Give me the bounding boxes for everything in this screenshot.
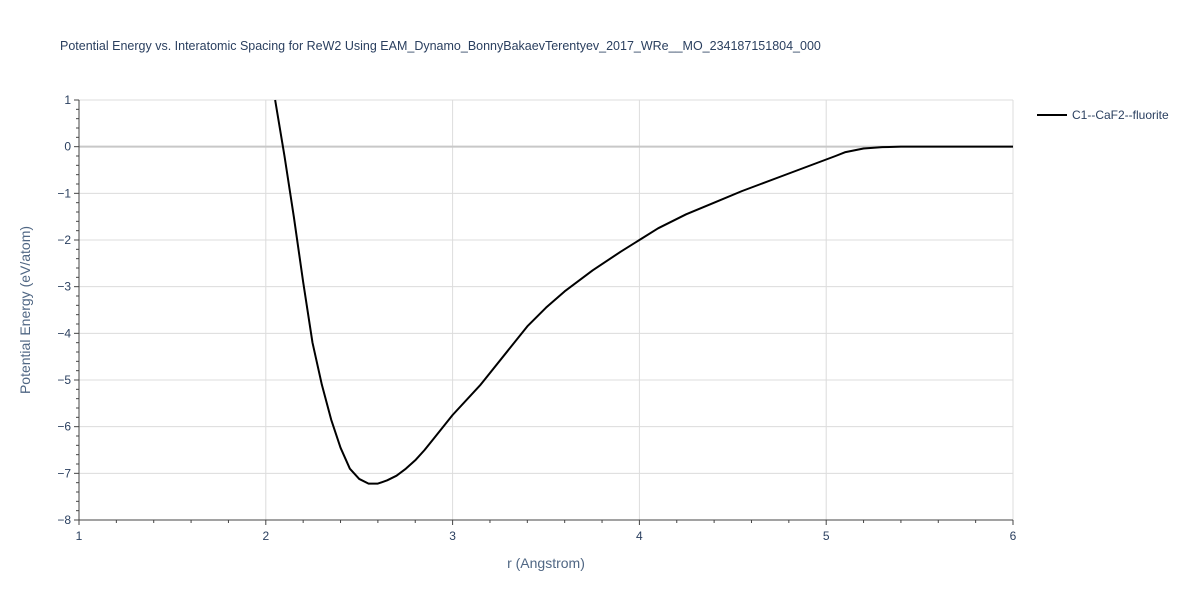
y-tick-label: −1 <box>57 186 71 200</box>
chart-title: Potential Energy vs. Interatomic Spacing… <box>60 39 821 53</box>
legend-entry-label: C1--CaF2--fluorite <box>1072 108 1169 122</box>
x-tick-label: 3 <box>449 529 456 543</box>
x-tick-label: 4 <box>636 529 643 543</box>
x-tick-label: 6 <box>1010 529 1017 543</box>
x-tick-label: 5 <box>823 529 830 543</box>
y-tick-label: −2 <box>57 233 71 247</box>
x-axis-title: r (Angstrom) <box>507 555 585 571</box>
y-tick-label: −4 <box>57 326 71 340</box>
y-tick-label: −5 <box>57 373 71 387</box>
y-tick-label: 1 <box>64 93 71 107</box>
y-axis-title: Potential Energy (eV/atom) <box>17 226 33 394</box>
y-tick-label: −6 <box>57 420 71 434</box>
series-layer <box>274 99 1013 485</box>
grid <box>79 99 1014 520</box>
x-tick-label: 2 <box>262 529 269 543</box>
y-tick-label: −3 <box>57 280 71 294</box>
series-line[interactable] <box>274 99 1013 485</box>
y-tick-label: 0 <box>64 140 71 154</box>
axes: 1 2 3 4 5 6 1 0 −1 −2 −3 −4 −5 −6 −7 −8 <box>57 93 1016 543</box>
legend[interactable]: C1--CaF2--fluorite <box>1037 108 1169 122</box>
x-tick-label: 1 <box>76 529 83 543</box>
y-tick-label: −7 <box>57 466 71 480</box>
y-tick-label: −8 <box>57 513 71 527</box>
